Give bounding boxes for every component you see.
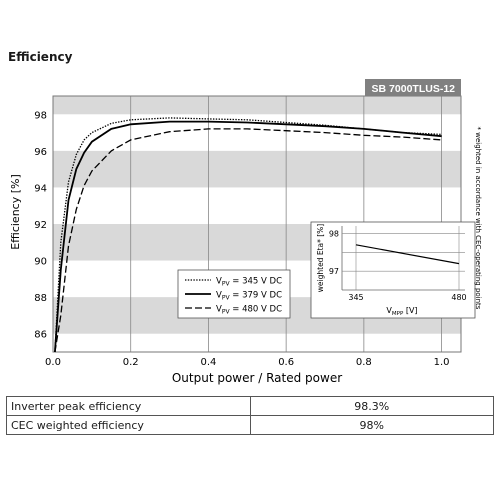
row-value: 98% [249,415,494,435]
inset-chart: 97 98 345 480 weighted Eta* [%] VMPP [V] [310,221,476,319]
table-row: Inverter peak efficiency 98.3% [6,396,494,416]
x-tick-label: 0.0 [45,357,61,368]
inset-x-axis-label: VMPP [V] [386,306,417,317]
y-tick-label: 86 [34,330,47,341]
legend-label: VPV = 345 V DC [216,277,282,288]
page-title: Efficiency [8,50,73,64]
series-line [54,128,442,353]
y-axis-label: Efficiency [%] [9,174,22,250]
legend: VPV = 345 V DC VPV = 379 V DC VPV = 480 V … [177,269,291,319]
inset-series-line [355,244,460,265]
x-axis-label: Output power / Rated power [172,371,342,385]
band [53,96,461,115]
y-tick-label: 98 [34,110,47,121]
y-tick-label: 90 [34,257,47,268]
band [53,150,461,188]
y-tick-labels: 86 88 90 92 94 96 98 [34,110,47,340]
legend-label: VPV = 480 V DC [216,305,282,316]
legend-label: VPV = 379 V DC [216,291,282,302]
inset-y-tick-label: 97 [329,267,339,276]
x-tick-label: 1.0 [434,357,450,368]
y-tick-label: 88 [34,293,47,304]
y-tick-label: 92 [34,220,47,231]
x-tick-label: 0.4 [200,357,216,368]
model-badge: SB 7000TLUS-12 [365,79,461,96]
inset-x-tick-label: 480 [451,293,466,302]
x-tick-label: 0.8 [356,357,372,368]
badge-text: SB 7000TLUS-12 [372,83,456,95]
series-line [54,120,442,353]
series-lines [54,117,442,353]
y-tick-label: 96 [34,147,47,158]
row-label: CEC weighted efficiency [6,415,251,435]
x-tick-labels: 0.0 0.2 0.4 0.6 0.8 1.0 [45,357,449,368]
inset-frame [310,221,476,319]
row-value: 98.3% [249,396,494,416]
inset-x-tick-label: 345 [348,293,363,302]
table-row: CEC weighted efficiency 98% [6,415,494,435]
x-tick-label: 0.6 [278,357,294,368]
y-tick-label: 94 [34,183,47,194]
spec-table: Inverter peak efficiency 98.3% CEC weigh… [6,396,494,435]
inset-y-tick-label: 98 [329,230,339,239]
row-label: Inverter peak efficiency [6,396,251,416]
inset-y-axis-label: weighted Eta* [%] [316,224,325,293]
x-tick-label: 0.2 [123,357,139,368]
side-note: * weighted in accordance with CEC-operat… [474,127,482,310]
